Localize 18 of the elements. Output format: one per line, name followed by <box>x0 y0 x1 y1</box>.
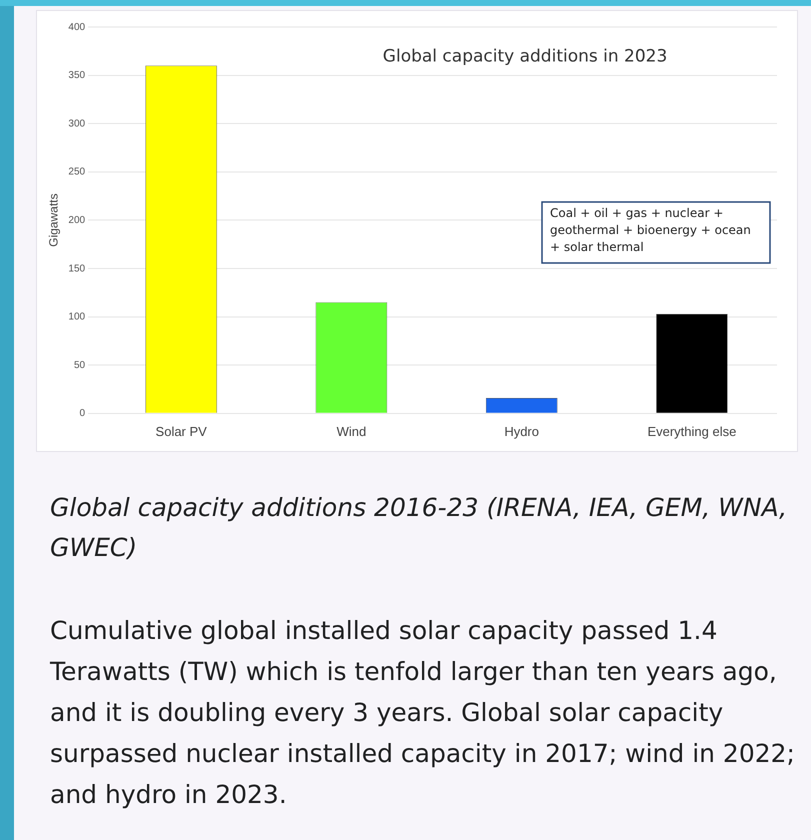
text: Global capacity additions 2016-23 (IRENA, IEA, GEM, WNA, GWEC) <box>50 492 788 564</box>
text: Global capacity additions in 2023 <box>382 46 668 66</box>
x-tick-label: Hydro <box>504 424 539 439</box>
y-tick-label: 300 <box>68 118 86 130</box>
annotation: Coal + oil + gas + nuclear + geothermal + bioenergy + ocean + solar thermal <box>550 206 751 254</box>
y-tick-label: 250 <box>68 166 86 178</box>
x-tick-label: Solar PV <box>156 424 208 439</box>
y-tick-label: 150 <box>68 263 86 274</box>
text: Cumulative global installed solar capacity passed 1.4 Terawatts (TW) which is tenfold larger than ten years ago, and it is doubling every 3 years. Global solar capacity surpassed nuclear installed capacity in 2017; wind in 2022; and hydro in 2023. <box>50 615 796 811</box>
x-tick-label: Wind <box>336 424 366 439</box>
y-tick-label: 0 <box>80 408 86 420</box>
y-tick-label: 200 <box>68 214 86 226</box>
y-axis-title: Gigawatts <box>46 194 61 247</box>
y-tick-label: 350 <box>68 70 86 82</box>
y-tick-label: 50 <box>74 360 86 371</box>
y-tick-label: 400 <box>68 22 86 33</box>
x-tick-label: Everything else <box>647 424 736 439</box>
y-tick-label: 100 <box>68 312 86 323</box>
